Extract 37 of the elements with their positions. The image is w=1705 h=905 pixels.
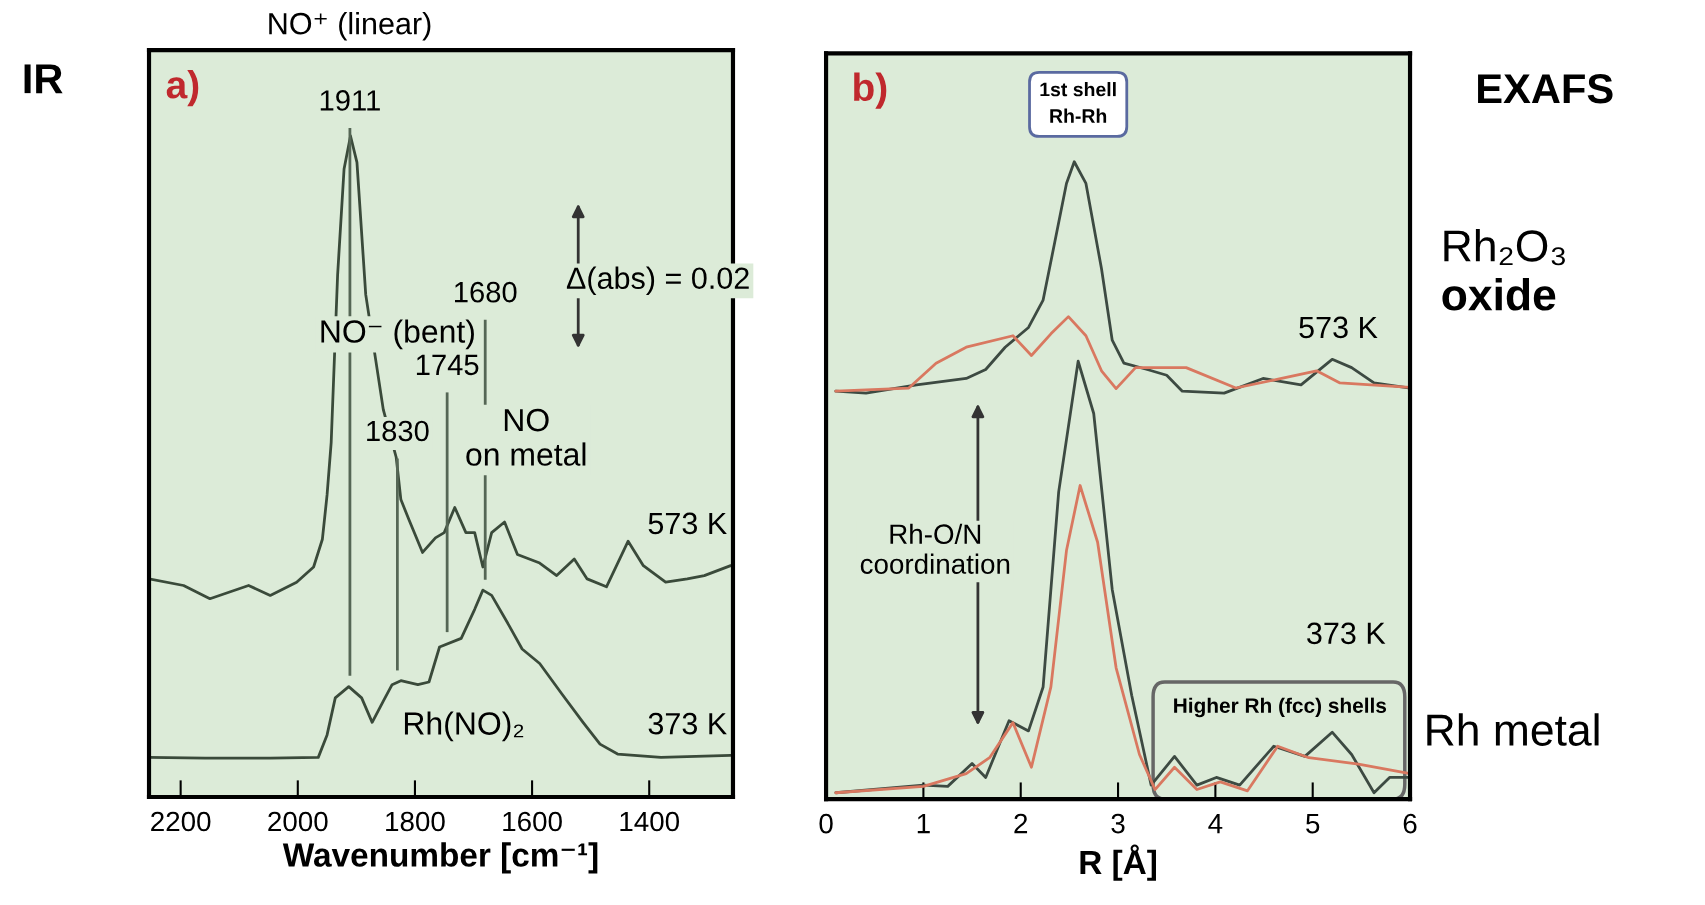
annotation: NO⁻ (bent)	[321, 319, 474, 350]
annotation: 1830	[367, 420, 429, 442]
annotation: Rh-O/N coordination	[860, 523, 1010, 574]
annotation: Higher Rh (fcc) shells	[1174, 697, 1387, 718]
text: b)	[854, 72, 887, 109]
text: NO⁺ (linear)	[269, 12, 431, 41]
x-tick-label: 1	[917, 814, 930, 834]
text: IR	[24, 64, 63, 94]
text: a)	[166, 70, 199, 107]
x-tick-label: 2200	[151, 811, 211, 832]
annotation: Rh(NO)₂	[404, 711, 524, 742]
x-tick-label: 5	[1306, 814, 1320, 834]
x-tick-label: 1800	[386, 811, 445, 832]
x-tick-label: 6	[1403, 813, 1417, 834]
text: 1st shell Rh-Rh	[1040, 82, 1116, 123]
x-tick-label: 2000	[268, 811, 328, 832]
text: 1911	[320, 90, 380, 111]
annotation: 1745	[416, 354, 479, 376]
annotation: NO on metal	[466, 408, 586, 466]
annotation: 573 K	[648, 512, 727, 535]
annotation: 573 K	[1299, 316, 1378, 339]
x-tick-label: 3	[1111, 813, 1125, 834]
x-axis-title: Wavenumber [cm⁻¹]	[282, 842, 598, 874]
x-tick-label: 1600	[503, 811, 562, 832]
text: EXAFS	[1478, 73, 1613, 104]
text: Rh₂O₃	[1444, 229, 1565, 266]
text: oxide	[1442, 277, 1556, 311]
annotation: 373 K	[648, 712, 727, 735]
text: Rh metal	[1427, 713, 1599, 746]
x-tick-label: 4	[1208, 814, 1223, 834]
x-tick-label: 2	[1014, 813, 1028, 834]
x-tick-label: 0	[819, 813, 833, 834]
x-tick-label: 1400	[620, 811, 680, 832]
annotation: Δ(abs) = 0.02	[566, 266, 749, 296]
annotation: 1680	[455, 281, 517, 303]
x-axis-title: R [Å]	[1080, 844, 1156, 881]
annotation: 373 K	[1307, 622, 1386, 645]
